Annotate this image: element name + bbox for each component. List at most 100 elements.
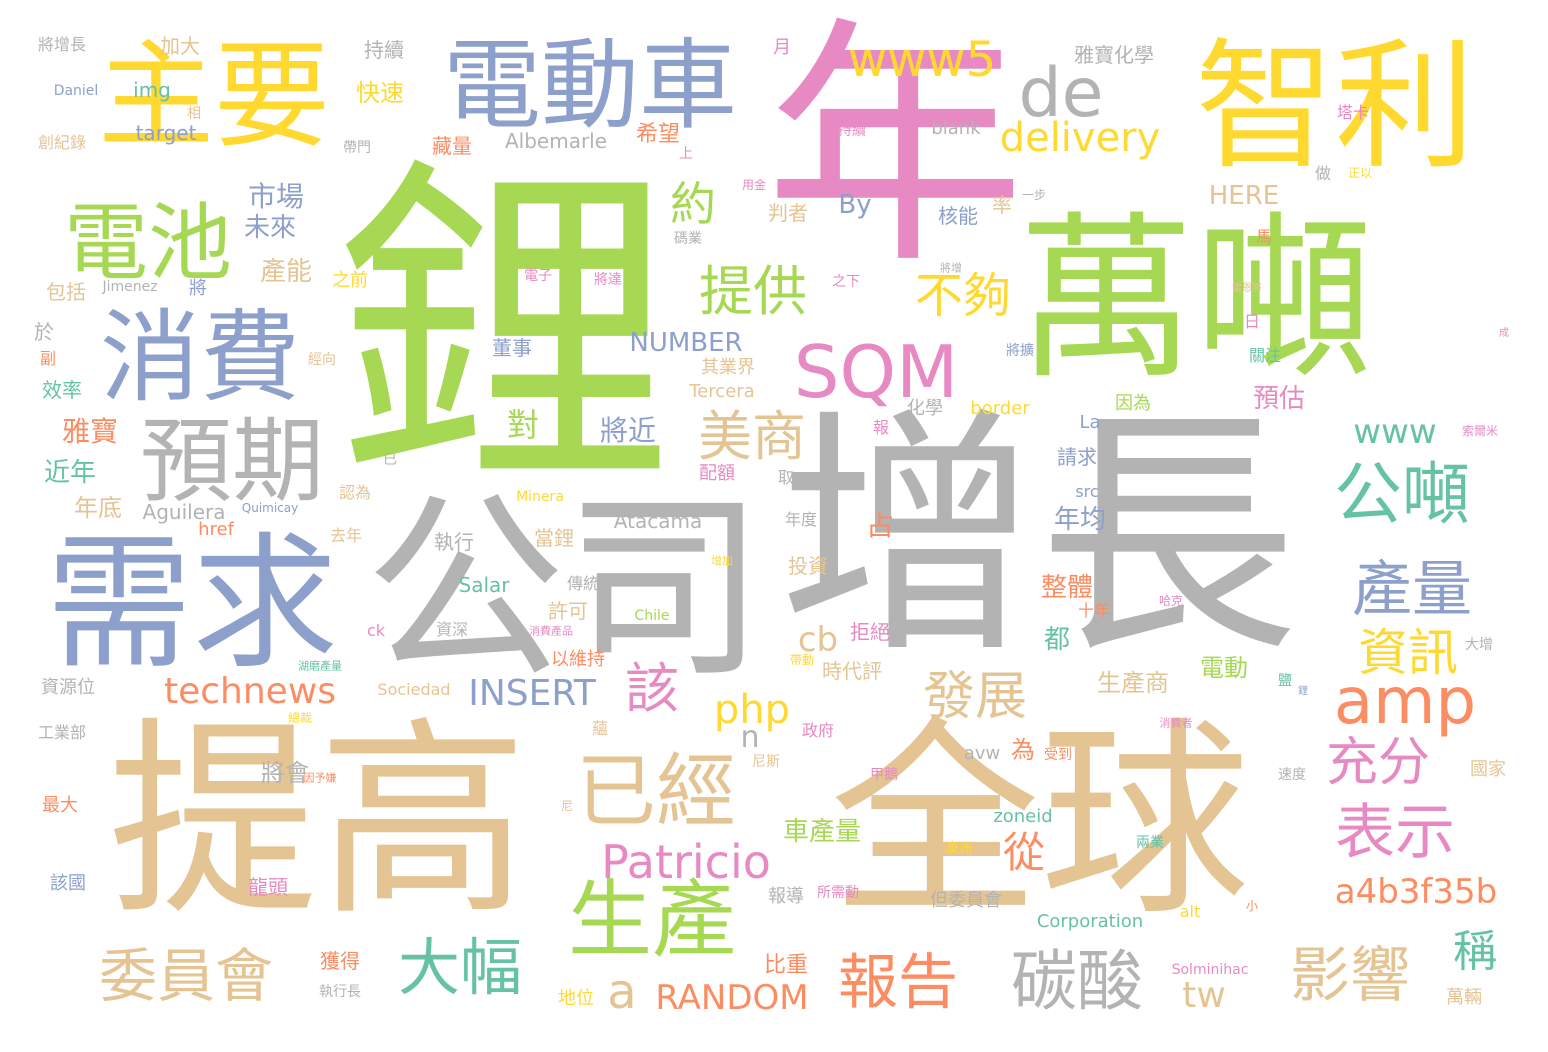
word: 執行: [434, 530, 474, 554]
word: 化學: [907, 398, 943, 419]
word: 產能: [259, 257, 313, 287]
word: 十年: [1077, 601, 1111, 620]
word: 時代評: [822, 659, 882, 683]
word: zoneid: [993, 806, 1053, 827]
word: 主要: [98, 29, 330, 164]
word: 持續: [364, 38, 404, 62]
word: 資深: [435, 620, 469, 639]
word: www5: [847, 32, 997, 88]
word: 占: [865, 509, 895, 542]
word: 大增: [1465, 637, 1493, 653]
word: avw: [963, 743, 1001, 764]
word: Albemarle: [504, 129, 608, 153]
word: 希望: [635, 122, 681, 147]
word: 判者: [768, 201, 808, 225]
word: 雅寶化學: [1074, 43, 1154, 67]
word: 從: [1002, 828, 1046, 877]
word: SQM: [793, 330, 959, 414]
word: 但委員會: [930, 890, 1002, 911]
word: 已經: [576, 745, 736, 838]
word: technews: [163, 671, 337, 712]
word: 許可: [548, 599, 588, 623]
word: 所需動: [817, 885, 859, 901]
word: 率: [992, 193, 1012, 217]
word: 關注: [1248, 346, 1282, 365]
word: 成: [1499, 328, 1509, 339]
word: 發展: [922, 667, 1028, 727]
word: 委員會: [98, 942, 274, 1010]
word: 於: [34, 320, 54, 344]
word: 執行長: [319, 984, 361, 1000]
word: n: [740, 720, 760, 755]
word: Salar: [458, 573, 510, 597]
word: 雷恩將: [1232, 283, 1262, 294]
word: 需求: [46, 519, 338, 689]
word: 做: [1314, 164, 1332, 183]
word: 增加: [711, 554, 733, 568]
word: 甲鵝: [870, 767, 898, 783]
word: 年: [765, 0, 1025, 299]
word: 電池: [63, 194, 233, 292]
word: Sociedad: [377, 680, 451, 699]
word: 塔卡: [1336, 103, 1370, 122]
word: 為: [1011, 736, 1035, 764]
word: 影響: [1290, 941, 1410, 1011]
word: 將: [189, 278, 207, 299]
word: tw: [1182, 975, 1226, 1016]
word: 投資: [788, 554, 828, 578]
word: 預估: [1252, 384, 1306, 414]
word: 車產量: [782, 817, 862, 847]
word: 拒絕: [850, 620, 890, 644]
word: 約: [670, 177, 716, 231]
word: 索爾米: [1461, 424, 1499, 438]
word: cb: [797, 620, 839, 660]
word: RANDOM: [655, 978, 809, 1018]
word: 之前: [332, 270, 368, 291]
word: 整體: [1040, 573, 1094, 603]
word: 創紀錄: [37, 133, 87, 152]
word: 尼: [560, 799, 574, 813]
word: src: [1075, 482, 1099, 501]
word: 年度: [784, 510, 818, 529]
word: 報導: [768, 886, 804, 907]
word: 經向: [308, 352, 336, 368]
word: 帶門: [343, 140, 371, 156]
word: HERE: [1208, 181, 1280, 211]
word: 傳統: [566, 574, 600, 593]
word: 兩業: [1136, 835, 1164, 851]
word: delivery: [999, 115, 1161, 161]
word: 將持續: [824, 123, 866, 139]
word: 報: [872, 418, 890, 437]
word: 哈克: [1158, 594, 1184, 608]
word: amp: [1333, 665, 1477, 739]
word: 受到: [1044, 747, 1072, 763]
word: 國家: [1470, 759, 1506, 780]
word: 認為: [338, 483, 372, 502]
word: 快速: [356, 79, 404, 107]
word: 上: [679, 146, 693, 162]
word: 之下: [832, 274, 860, 290]
word: 市場: [247, 180, 305, 213]
word: 電動: [1200, 654, 1248, 682]
word: 未來: [243, 213, 297, 243]
word: 比重: [763, 953, 809, 978]
word: Aguilera: [142, 500, 226, 524]
word: alt: [1179, 902, 1201, 921]
word: 碼業: [674, 231, 702, 247]
word: 董事: [492, 336, 532, 360]
word: By: [838, 190, 872, 220]
word: Daniel: [53, 83, 99, 99]
word: 政府: [801, 721, 835, 740]
word: 鋰: [1298, 686, 1308, 697]
word: 其業界: [701, 357, 755, 378]
word: 帶動: [789, 653, 815, 667]
word: 相: [187, 106, 201, 122]
word: 馬: [1255, 227, 1273, 246]
word: Jimenez: [102, 279, 158, 295]
word: 智利: [1194, 26, 1476, 189]
word: www: [1353, 412, 1437, 452]
word: 提供: [699, 260, 807, 323]
word: Chile: [634, 608, 670, 624]
word: 龍頭: [248, 875, 288, 899]
